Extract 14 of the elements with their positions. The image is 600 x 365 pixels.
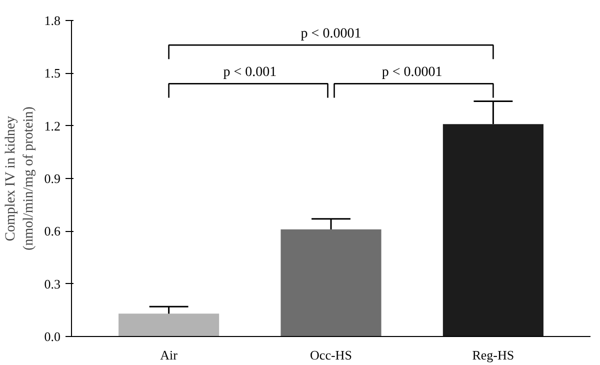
y-tick-label: 0.0 bbox=[44, 329, 60, 344]
annotation: p < 0.0001 bbox=[382, 65, 442, 80]
y-tick-label: 0.9 bbox=[44, 171, 60, 186]
x-tick-label: Air bbox=[160, 348, 178, 362]
x-tick-label: Reg-HS bbox=[472, 348, 514, 362]
y-tick-label: 0.3 bbox=[44, 276, 60, 292]
annotation: p < 0.0001 bbox=[300, 26, 362, 42]
y-tick-label: 1.2 bbox=[44, 118, 60, 134]
y-tick-label: 0.6 bbox=[44, 224, 61, 239]
x-tick-label: Occ-HS bbox=[310, 348, 352, 362]
y-tick-label: 1.8 bbox=[44, 13, 60, 28]
y-tick-label: 1.5 bbox=[44, 66, 60, 81]
annotation: p < 0.001 bbox=[223, 65, 277, 80]
y-axis-title: Complex IV in kidney (nmol/min/mg of protein) bbox=[3, 106, 36, 250]
